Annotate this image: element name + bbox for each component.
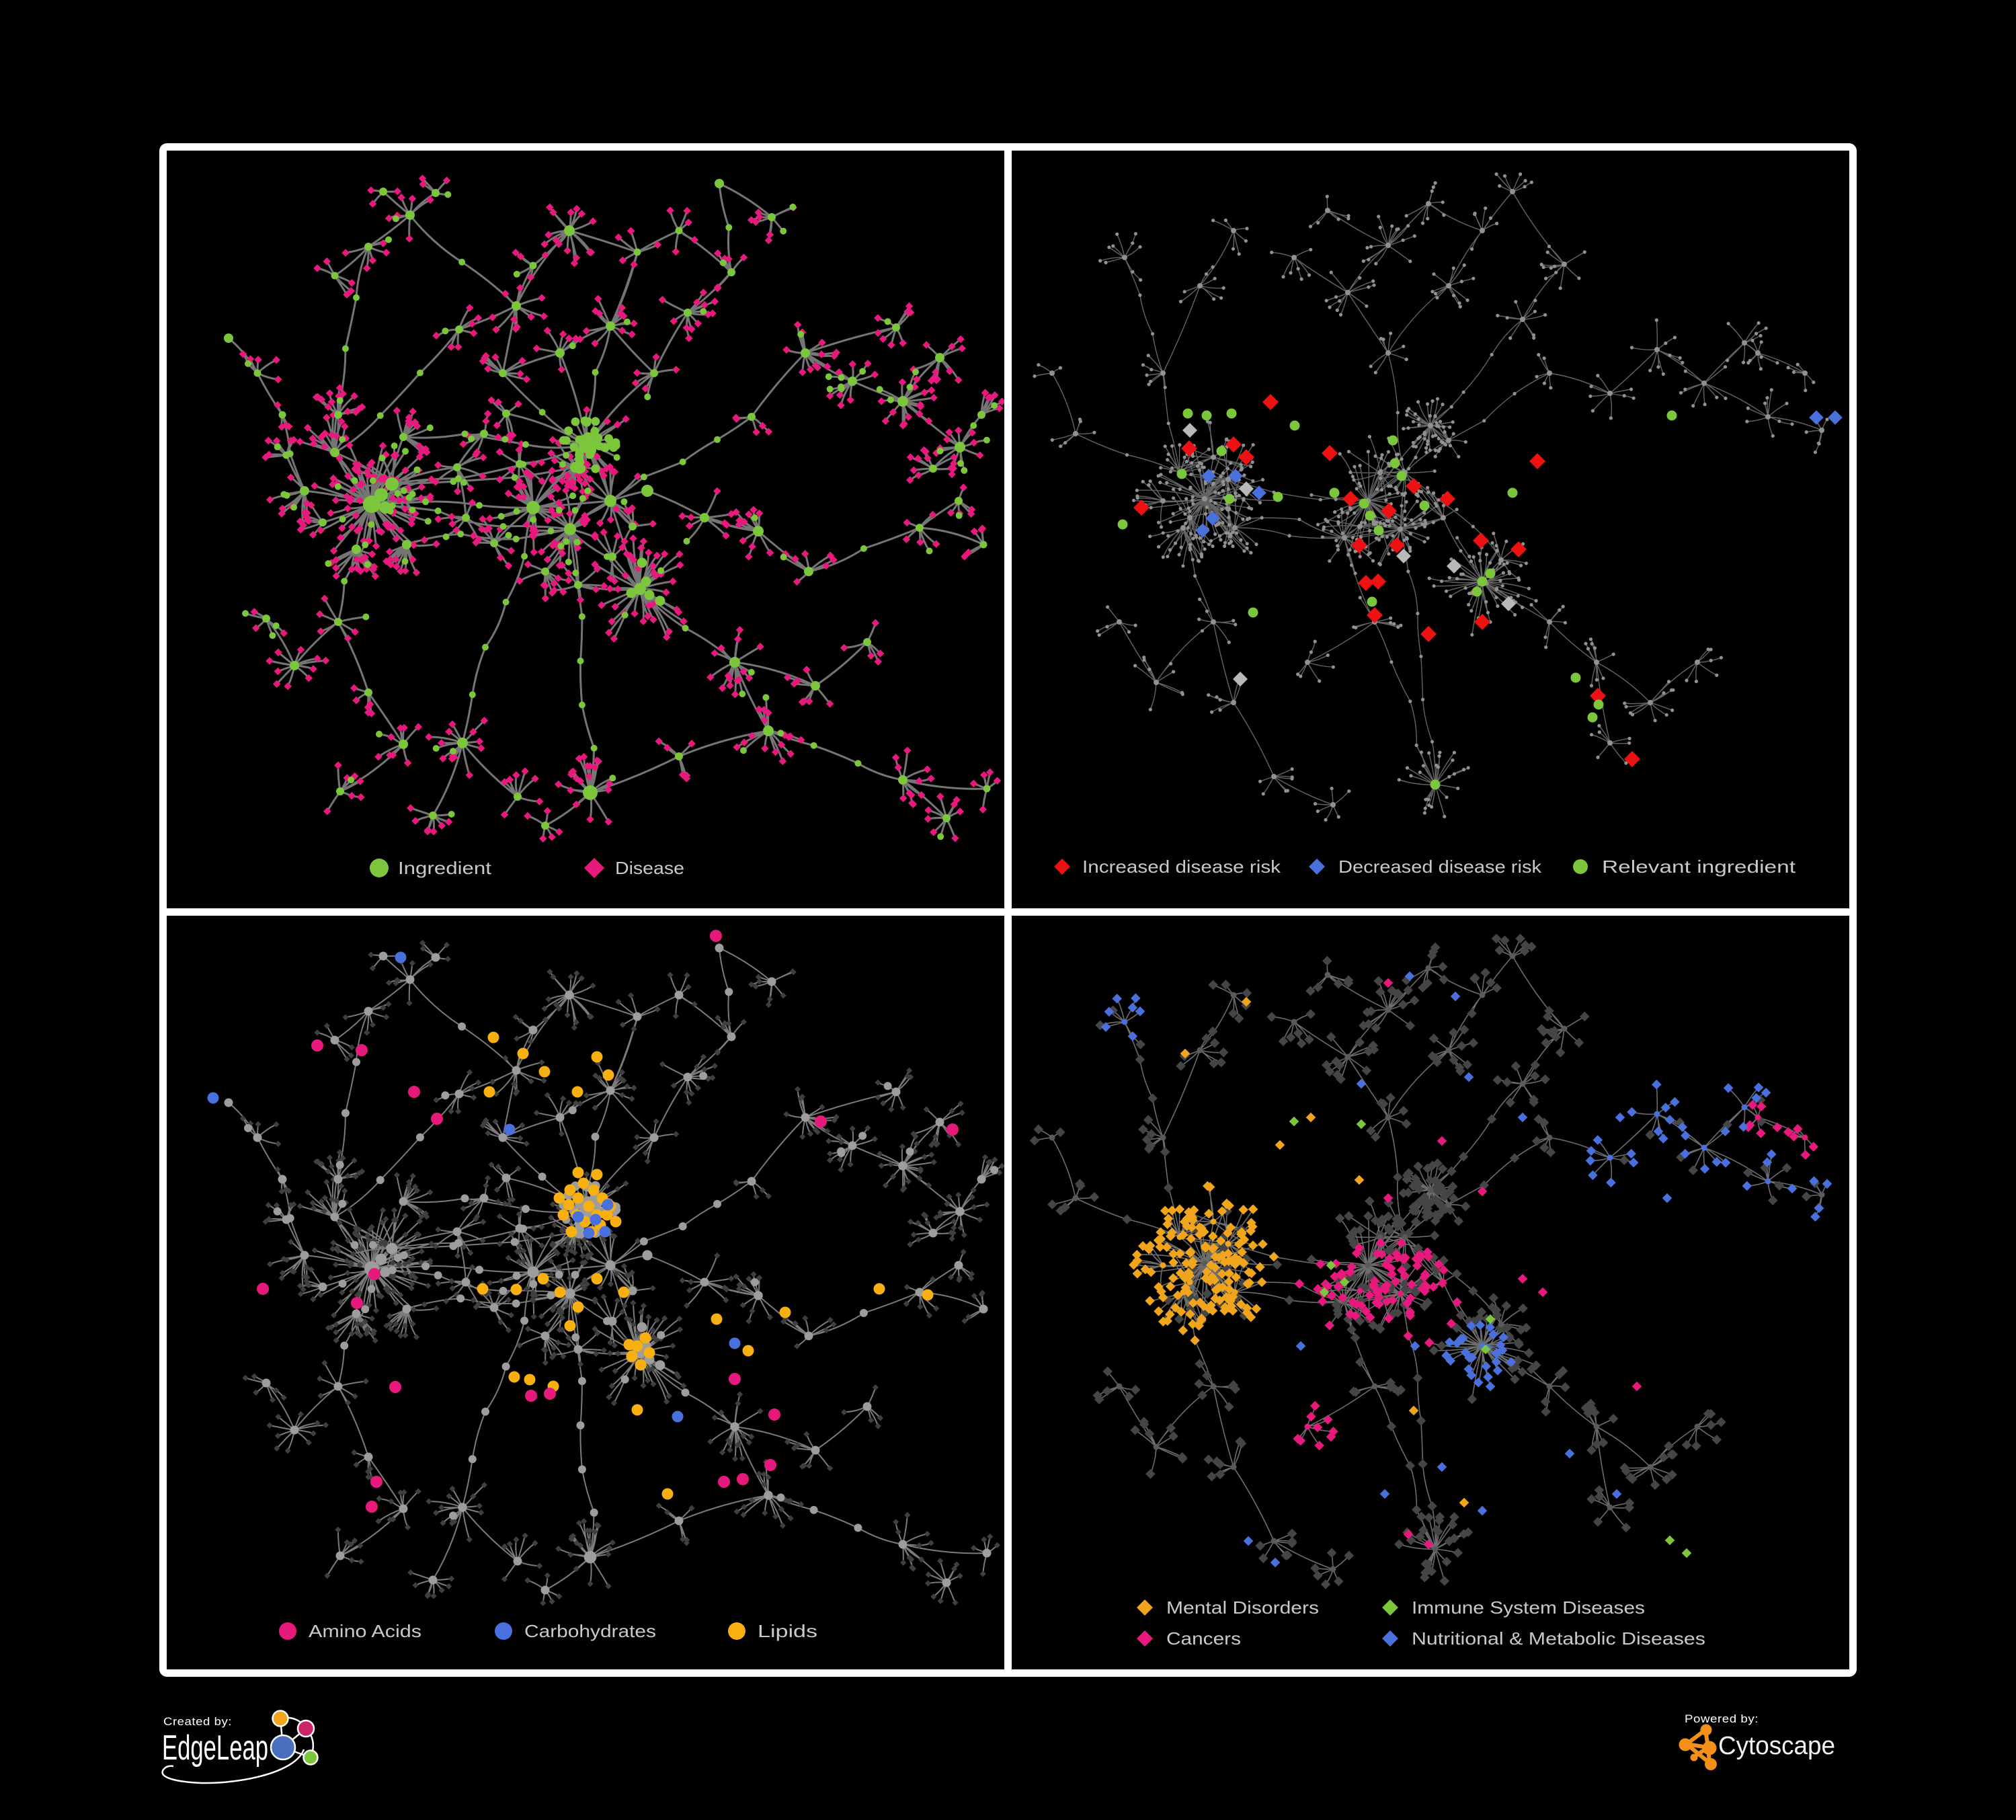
svg-text:Carbohydrates: Carbohydrates <box>524 1621 656 1641</box>
svg-text:Cancers: Cancers <box>1166 1628 1241 1649</box>
svg-text:Mental Disorders: Mental Disorders <box>1166 1597 1319 1618</box>
svg-text:Immune System Diseases: Immune System Diseases <box>1412 1597 1645 1618</box>
svg-text:EdgeLeap: EdgeLeap <box>162 1729 268 1768</box>
svg-text:Relevant ingredient: Relevant ingredient <box>1602 857 1796 877</box>
svg-text:Increased disease risk: Increased disease risk <box>1082 857 1281 877</box>
svg-text:Ingredient: Ingredient <box>398 858 492 878</box>
svg-text:Amino Acids: Amino Acids <box>309 1621 421 1641</box>
svg-text:Disease: Disease <box>615 858 684 878</box>
svg-text:Created by:: Created by: <box>163 1715 232 1728</box>
svg-text:Decreased disease risk: Decreased disease risk <box>1338 857 1542 877</box>
svg-text:Nutritional & Metabolic Diseas: Nutritional & Metabolic Diseases <box>1412 1628 1705 1649</box>
svg-text:Lipids: Lipids <box>758 1621 817 1641</box>
svg-text:Cytoscape: Cytoscape <box>1718 1732 1835 1760</box>
svg-text:Powered by:: Powered by: <box>1685 1712 1759 1725</box>
